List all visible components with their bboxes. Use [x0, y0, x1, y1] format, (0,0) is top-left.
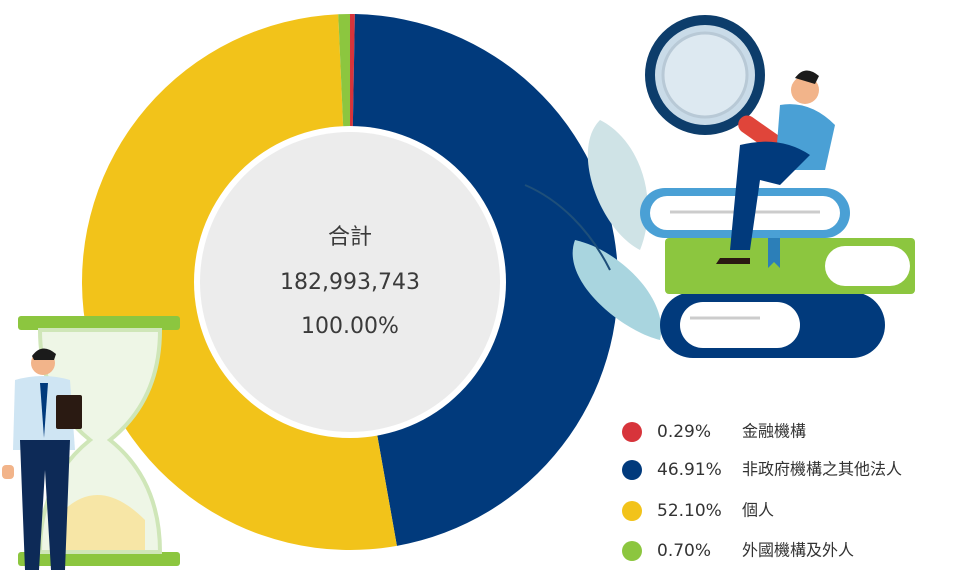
legend-swatch	[622, 460, 642, 480]
center-label: 合計	[328, 225, 372, 250]
legend-swatch	[622, 422, 642, 442]
center-total: 182,993,743	[280, 270, 420, 295]
legend-value: 46.91%	[657, 460, 722, 480]
legend-value: 0.29%	[657, 422, 711, 442]
legend-swatch	[622, 501, 642, 521]
legend-label: 個人	[742, 501, 774, 520]
legend-label: 非政府機構之其他法人	[742, 460, 902, 479]
legend-value: 0.70%	[657, 541, 711, 561]
legend-label: 金融機構	[742, 422, 806, 441]
legend: 0.29% 金融機構 46.91% 非政府機構之其他法人 52.10% 個人 0.70% 外國…	[622, 422, 902, 562]
legend-swatch	[622, 541, 642, 561]
legend-label: 外國機構及外人	[742, 541, 854, 560]
chart: 合計 182,993,743 100.00%	[0, 0, 955, 582]
center-percent: 100.00%	[301, 314, 399, 339]
donut: 合計 182,993,743 100.00%	[82, 14, 618, 550]
legend-value: 52.10%	[657, 501, 722, 521]
